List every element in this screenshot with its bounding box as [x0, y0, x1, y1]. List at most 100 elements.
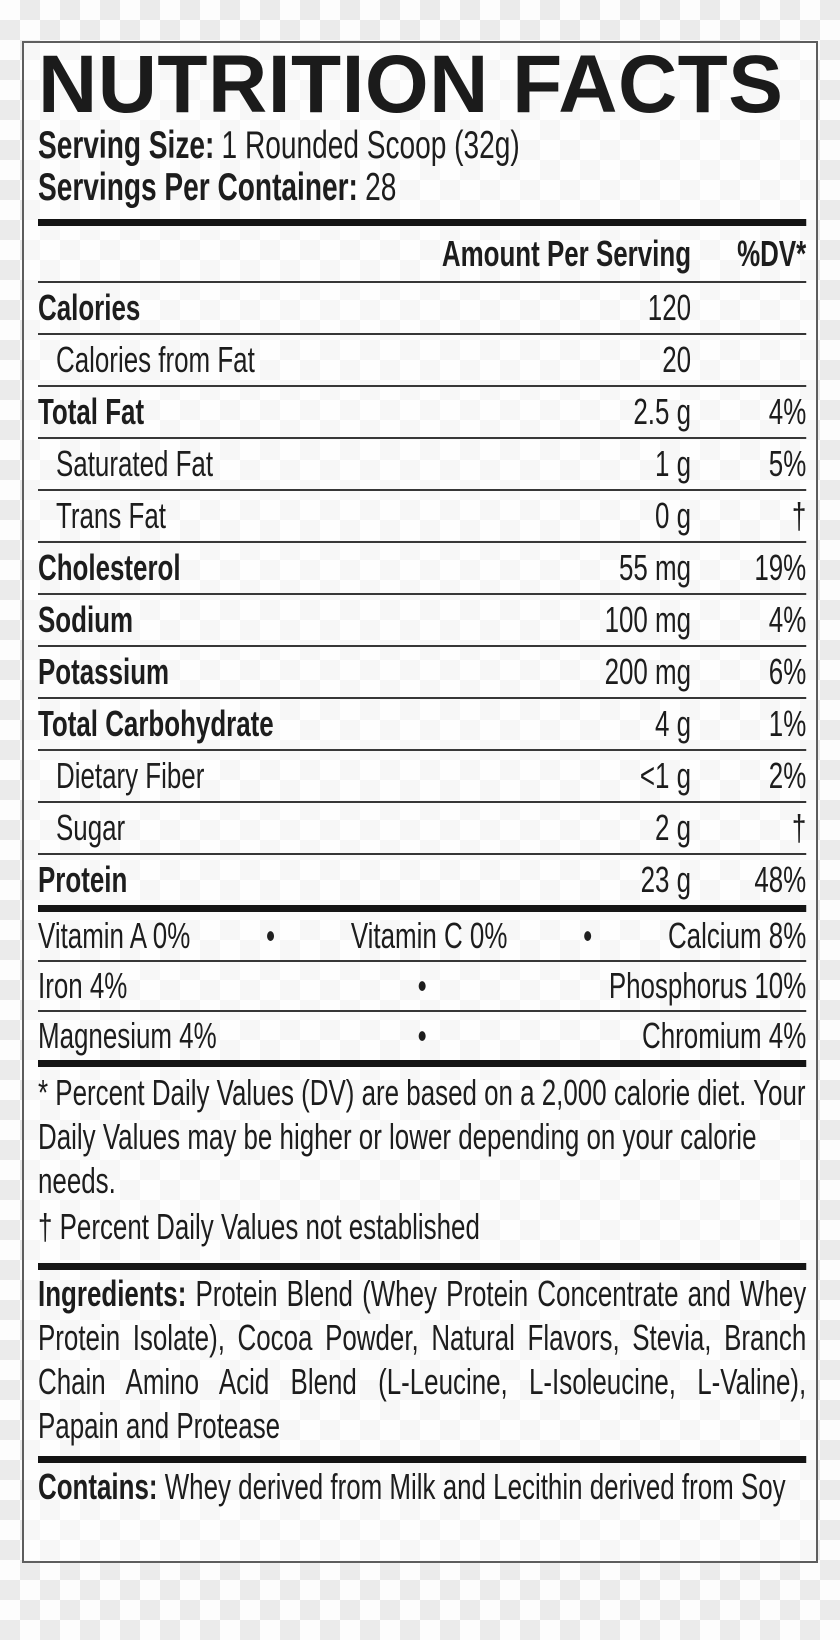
dv-footnote: * Percent Daily Values (DV) are based on…	[38, 1072, 806, 1201]
nutrient-dv: 2%	[768, 755, 807, 796]
row-separator	[38, 853, 807, 855]
nutrient-amount: 200 mg	[604, 651, 692, 692]
nutrient-dv: †	[791, 495, 807, 536]
rule-thick	[38, 1060, 807, 1067]
nutrient-amount: 120	[647, 287, 692, 328]
nutrient-amount: 1 g	[655, 443, 692, 484]
nutrient-row-trans-fat: Trans Fat 0 g †	[38, 491, 806, 541]
row-separator	[38, 960, 807, 962]
nutrient-row-saturated-fat: Saturated Fat 1 g 5%	[38, 439, 806, 489]
vitamin-a-value: Vitamin A 0%	[38, 915, 191, 956]
nutrient-amount: 23 g	[640, 859, 692, 900]
nutrient-row-calories: Calories 120	[38, 283, 806, 333]
nutrient-dv: 6%	[768, 651, 807, 692]
nutrient-dv: 4%	[768, 599, 807, 640]
rule-thick	[38, 1263, 807, 1270]
nutrient-row-cholesterol: Cholesterol 55 mg 19%	[38, 543, 806, 593]
nutrient-row-sodium: Sodium 100 mg 4%	[38, 595, 806, 645]
nutrient-row-sugar: Sugar 2 g †	[38, 803, 806, 853]
label-body: Serving Size: 1 Rounded Scoop (32g) Servi…	[38, 125, 806, 1509]
rule-thin	[38, 281, 807, 283]
micronutrient-row-3: Magnesium 4% • Chromium 4%	[38, 1012, 806, 1060]
bullet-separator: •	[583, 915, 593, 956]
nutrition-facts-label: NUTRITION FACTS Serving Size: 1 Rounded S…	[22, 41, 818, 1563]
ingredients-label: Ingredients:	[38, 1273, 187, 1314]
bullet-separator: •	[266, 915, 276, 956]
nutrient-dv: 5%	[768, 443, 807, 484]
row-separator	[38, 801, 807, 803]
chromium-value: Chromium 4%	[642, 1015, 807, 1056]
row-separator	[38, 437, 807, 439]
rule-thick	[38, 905, 807, 912]
servings-per-container-line: Servings Per Container: 28	[38, 167, 806, 209]
nutrient-dv: †	[791, 807, 807, 848]
micronutrient-row-2: Iron 4% • Phosphorus 10%	[38, 962, 806, 1010]
micronutrient-row-1: Vitamin A 0% • Vitamin C 0% • Calcium 8%	[38, 912, 806, 960]
nutrient-name: Saturated Fat	[56, 443, 214, 484]
row-separator	[38, 333, 807, 335]
bullet-separator: •	[417, 965, 427, 1006]
row-separator	[38, 645, 807, 647]
contains-label: Contains:	[38, 1466, 158, 1507]
nutrient-row-total-fat: Total Fat 2.5 g 4%	[38, 387, 806, 437]
contains-paragraph: Contains: Whey derived from Milk and Lec…	[38, 1463, 806, 1509]
nutrient-name: Protein	[38, 859, 128, 900]
nutrient-amount: 4 g	[655, 703, 692, 744]
nutrient-name: Dietary Fiber	[56, 755, 205, 796]
nutrient-name: Sodium	[38, 599, 134, 640]
nutrient-amount: 100 mg	[604, 599, 692, 640]
contains-text: Whey derived from Milk and Lecithin deri…	[157, 1466, 786, 1507]
nutrient-amount: <1 g	[639, 755, 692, 796]
nutrient-name: Total Carbohydrate	[38, 703, 274, 744]
nutrient-dv: 48%	[754, 859, 807, 900]
rule-thick	[38, 219, 807, 226]
nutrient-row-dietary-fiber: Dietary Fiber <1 g 2%	[38, 751, 806, 801]
row-separator	[38, 749, 807, 751]
row-separator	[38, 697, 807, 699]
serving-size-label: Serving Size:	[38, 124, 215, 167]
dagger-footnote: † Percent Daily Values not established	[38, 1206, 480, 1247]
amount-per-serving-header: Amount Per Serving	[441, 232, 692, 274]
nutrient-row-potassium: Potassium 200 mg 6%	[38, 647, 806, 697]
row-separator	[38, 1010, 807, 1012]
rule-thick	[38, 1456, 807, 1463]
nutrient-dv: 19%	[754, 547, 807, 588]
nutrient-name: Total Fat	[38, 391, 145, 432]
ingredients-paragraph: Ingredients: Protein Blend (Whey Protein…	[38, 1270, 806, 1456]
nutrient-dv: 4%	[768, 391, 807, 432]
nutrient-row-protein: Protein 23 g 48%	[38, 855, 806, 905]
servings-per-container-label: Servings Per Container:	[38, 166, 358, 209]
serving-size-value: 1 Rounded Scoop (32g)	[221, 124, 520, 167]
nutrient-amount: 0 g	[655, 495, 692, 536]
nutrient-name: Sugar	[56, 807, 126, 848]
iron-value: Iron 4%	[38, 965, 128, 1006]
row-separator	[38, 489, 807, 491]
nutrient-name: Calories from Fat	[56, 339, 255, 380]
row-separator	[38, 385, 807, 387]
servings-per-container-value: 28	[365, 166, 397, 209]
label-title: NUTRITION FACTS	[38, 41, 784, 130]
bullet-separator: •	[417, 1015, 427, 1056]
nutrient-row-total-carbohydrate: Total Carbohydrate 4 g 1%	[38, 699, 806, 749]
dv-header: %DV*	[737, 232, 807, 274]
nutrient-name: Trans Fat	[56, 495, 166, 536]
nutrient-amount: 2.5 g	[633, 391, 692, 432]
calcium-value: Calcium 8%	[667, 915, 807, 956]
serving-size-line: Serving Size: 1 Rounded Scoop (32g)	[38, 125, 806, 167]
nutrient-amount: 20	[662, 339, 692, 380]
nutrient-row-calories-from-fat: Calories from Fat 20	[38, 335, 806, 385]
row-separator	[38, 541, 807, 543]
footnotes: * Percent Daily Values (DV) are based on…	[38, 1067, 806, 1263]
column-header-row: Amount Per Serving %DV*	[38, 226, 806, 281]
magnesium-value: Magnesium 4%	[38, 1015, 217, 1056]
row-separator	[38, 593, 807, 595]
nutrient-amount: 2 g	[655, 807, 692, 848]
nutrient-name: Potassium	[38, 651, 170, 692]
ingredients-text: Protein Blend (Whey Protein Concentrate …	[38, 1273, 807, 1446]
phosphorus-value: Phosphorus 10%	[608, 965, 807, 1006]
nutrient-name: Calories	[38, 287, 141, 328]
vitamin-c-value: Vitamin C 0%	[350, 915, 508, 956]
nutrient-dv: 1%	[768, 703, 807, 744]
nutrient-amount: 55 mg	[618, 547, 692, 588]
